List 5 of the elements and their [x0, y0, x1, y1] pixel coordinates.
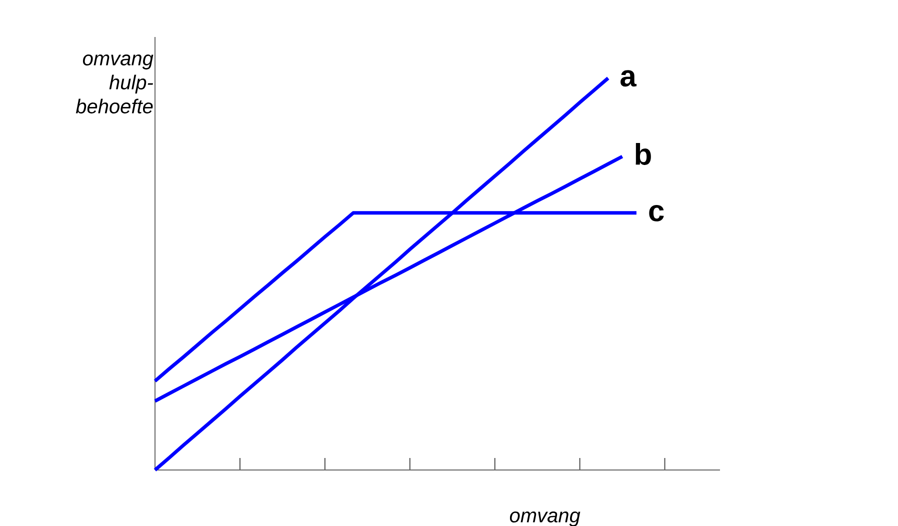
series-label: b	[636, 142, 651, 165]
x-axis-title: omvang	[510, 512, 580, 526]
series-label: a	[620, 70, 637, 87]
y-axis-title: omvang hulp-behoefte	[76, 54, 154, 114]
series-label: c	[649, 204, 664, 222]
